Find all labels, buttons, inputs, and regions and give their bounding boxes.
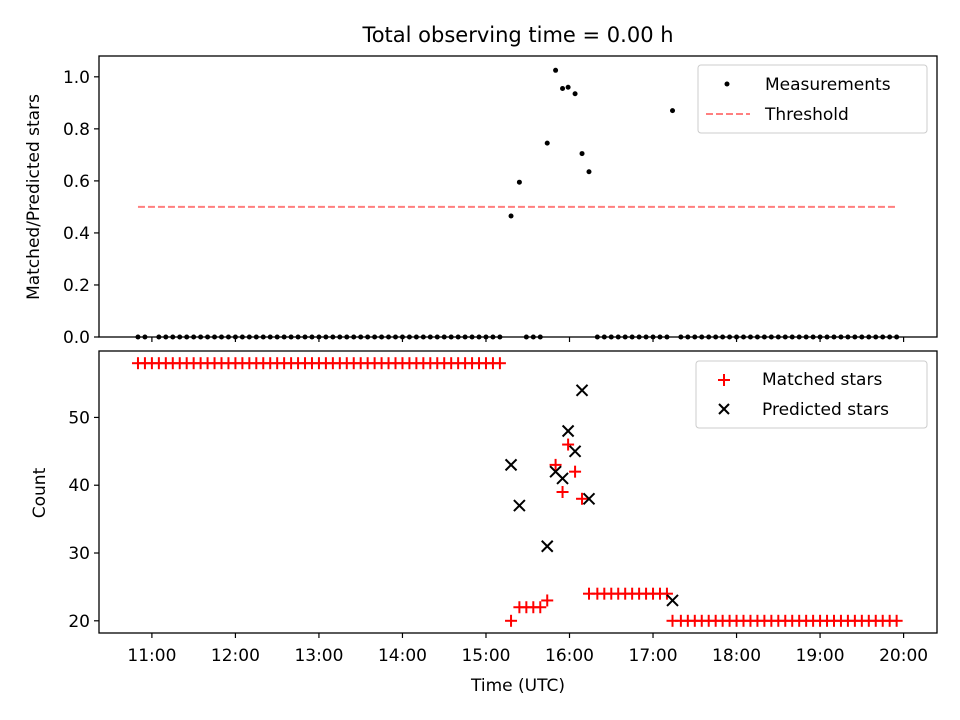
ratio-y-axis-label: Matched/Predicted stars [24,94,44,300]
predicted-star-stroke-b [504,458,518,472]
predicted-star-point [575,384,589,397]
ratio-y-tick-label: 0.4 [63,224,90,244]
ratio-y-tick-label: 1.0 [63,68,90,88]
count-x-axis: 11:00 12:00 13:00 14:00 15:00 16:00 17:00 18:00… [127,633,928,666]
matched-star-point [493,357,506,370]
matched-star-point [660,587,673,600]
matched-star-point [541,594,554,607]
predicted-star-point [582,492,596,505]
x-tick-label: 15:00 [461,646,510,666]
x-tick-label: 20:00 [879,646,928,666]
count-legend: Matched stars Predicted stars [695,360,928,429]
count-y-axis-label: Count [30,467,50,518]
ratio-x-ticks [151,337,905,342]
measurement-point [516,179,522,185]
count-marks [131,357,903,627]
predicted-star-stroke-b [541,540,554,553]
ratio-y-tick-label: 0.6 [63,172,90,192]
count-y-tick-label: 30 [68,544,90,564]
ratio-panel: 0.0 0.2 0.4 0.6 0.8 1.0 Matched/Predicted sta… [24,55,938,348]
x-tick-label: 12:00 [211,646,260,666]
measurement-point [508,213,514,219]
predicted-star-point [504,458,518,472]
predicted-star-stroke-b [513,499,526,512]
legend-threshold-label: Threshold [764,105,849,125]
matched-star-point [549,458,562,471]
count-y-tick-label: 40 [68,476,90,496]
predicted-star-stroke-b [575,384,589,397]
x-tick-label: 18:00 [712,646,761,666]
measurement-point [544,140,550,146]
predicted-star-point [666,594,679,607]
legend-matched-marker [718,374,730,386]
x-tick-label: 11:00 [127,646,176,666]
count-y-tick-label: 50 [68,408,90,428]
count-y-tick-label: 20 [68,612,90,632]
matched-star-point [556,486,569,498]
ratio-y-tick-label: 0.0 [63,328,90,348]
measurement-point [572,91,578,97]
ratio-y-tick-label: 0.2 [63,276,90,296]
predicted-star-point [556,472,569,485]
x-tick-label: 14:00 [378,646,427,666]
predicted-star-stroke-b [666,594,679,607]
predicted-star-stroke-b [582,492,596,505]
x-tick-label: 16:00 [545,646,594,666]
ratio-legend: Measurements Threshold [697,64,928,134]
matched-star-point [534,601,547,614]
predicted-star-stroke-b [568,445,582,458]
measurement-point [553,67,559,73]
legend-predicted-label: Predicted stars [762,400,889,420]
x-tick-label: 17:00 [629,646,678,666]
measurement-point [586,169,592,175]
count-plot-frame [98,350,938,634]
x-tick-label: 19:00 [796,646,845,666]
x-tick-label: 13:00 [294,646,343,666]
x-axis-label: Time (UTC) [470,676,565,696]
predicted-star-point [561,424,575,438]
predicted-star-stroke-b [561,424,575,438]
matched-star-point [576,492,589,505]
predicted-star-stroke-b [556,472,569,485]
ratio-y-tick-label: 0.8 [63,120,90,140]
chart-title: Total observing time = 0.00 h [361,23,673,47]
predicted-star-point [513,499,526,512]
measurement-point [565,84,571,90]
legend-measurements-label: Measurements [765,75,891,95]
matched-star-point [562,438,575,451]
ratio-y-axis: 0.0 0.2 0.4 0.6 0.8 1.0 [63,68,99,348]
matched-star-point [890,614,903,627]
measurement-point [560,86,566,92]
ratio-legend-box [697,64,928,134]
legend-measurements-marker [724,81,730,87]
predicted-star-point [568,445,582,458]
ratio-plot-frame [98,55,938,338]
matched-star-point [569,465,582,478]
count-legend-box [695,360,928,429]
legend-predicted-marker [718,403,730,415]
matched-star-point [505,614,518,627]
predicted-star-stroke-b [549,465,562,478]
count-y-axis: 20 30 40 50 [68,408,99,632]
predicted-star-point [541,540,554,553]
measurement-point [670,108,676,114]
legend-matched-label: Matched stars [762,370,882,390]
measurement-point [579,151,585,157]
